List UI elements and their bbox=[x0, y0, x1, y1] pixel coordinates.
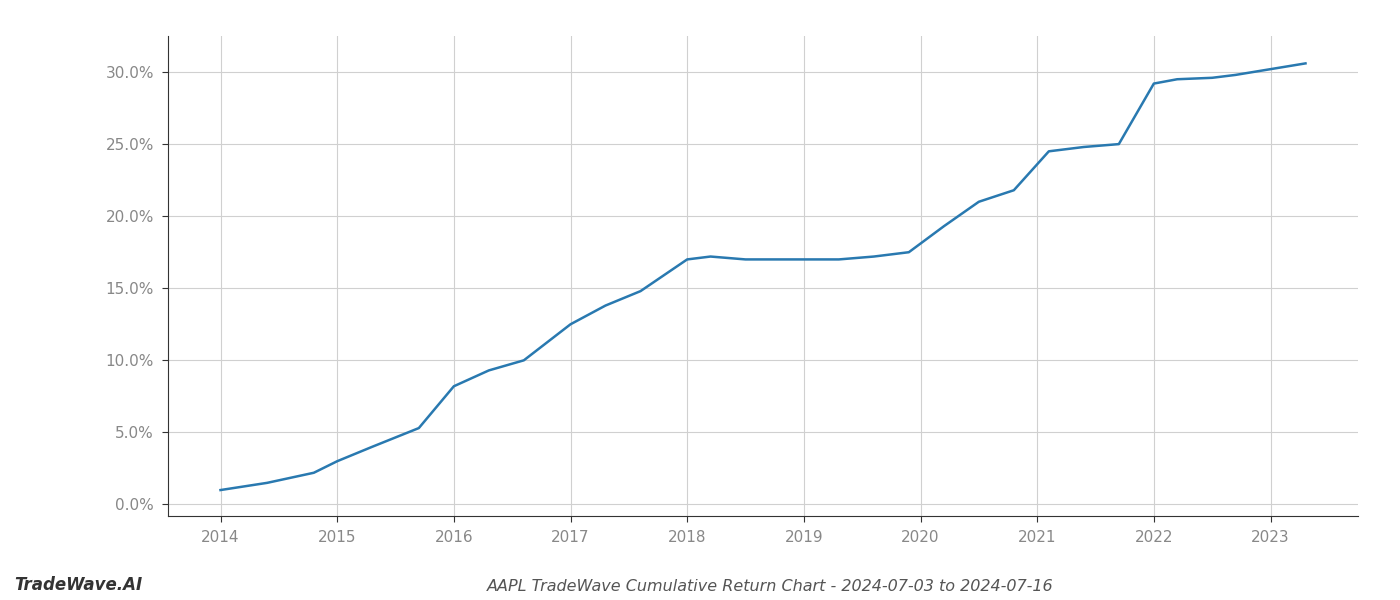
Text: TradeWave.AI: TradeWave.AI bbox=[14, 576, 143, 594]
Text: AAPL TradeWave Cumulative Return Chart - 2024-07-03 to 2024-07-16: AAPL TradeWave Cumulative Return Chart -… bbox=[487, 579, 1053, 594]
